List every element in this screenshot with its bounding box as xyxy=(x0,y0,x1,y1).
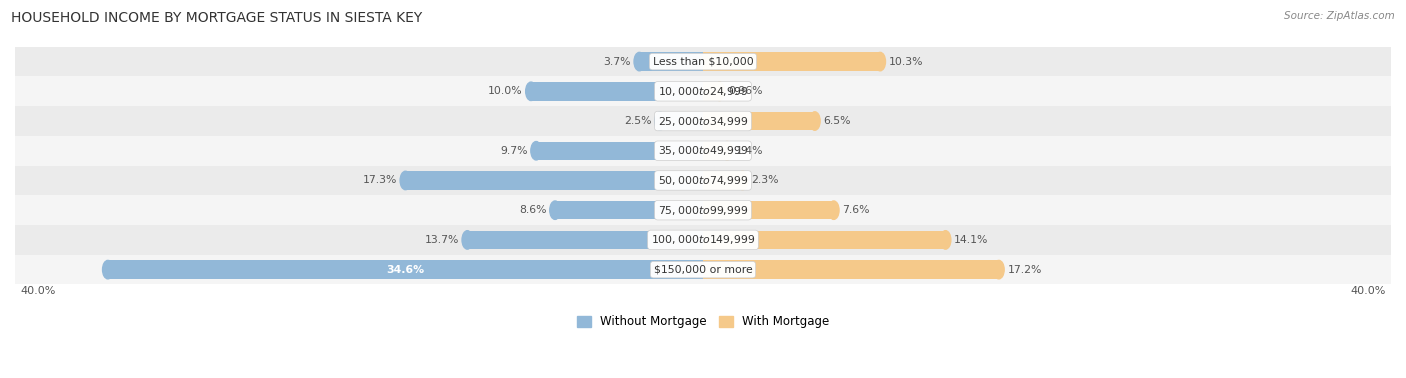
Circle shape xyxy=(721,141,733,160)
Circle shape xyxy=(526,82,536,101)
Bar xyxy=(531,82,703,101)
Text: $25,000 to $34,999: $25,000 to $34,999 xyxy=(658,115,748,127)
Circle shape xyxy=(550,201,561,219)
Bar xyxy=(703,201,834,219)
Bar xyxy=(659,112,703,130)
Bar xyxy=(15,255,1391,285)
Circle shape xyxy=(714,82,725,101)
Circle shape xyxy=(531,141,541,160)
Bar xyxy=(703,141,727,160)
Text: 1.4%: 1.4% xyxy=(735,146,763,156)
Bar xyxy=(15,136,1391,166)
Bar xyxy=(15,195,1391,225)
Text: 6.5%: 6.5% xyxy=(824,116,851,126)
Circle shape xyxy=(994,260,1004,279)
Bar xyxy=(405,171,703,190)
Text: 3.7%: 3.7% xyxy=(603,57,631,67)
Text: $50,000 to $74,999: $50,000 to $74,999 xyxy=(658,174,748,187)
Bar xyxy=(703,231,945,249)
Bar xyxy=(15,225,1391,255)
Bar xyxy=(467,231,703,249)
Bar xyxy=(640,53,703,71)
Bar xyxy=(703,53,880,71)
Text: 2.5%: 2.5% xyxy=(624,116,651,126)
Text: 34.6%: 34.6% xyxy=(387,265,425,275)
Bar xyxy=(108,260,703,279)
Bar xyxy=(703,260,998,279)
Text: 7.6%: 7.6% xyxy=(842,205,870,215)
Bar xyxy=(15,166,1391,195)
Circle shape xyxy=(941,231,950,249)
Circle shape xyxy=(875,53,886,71)
Text: $150,000 or more: $150,000 or more xyxy=(654,265,752,275)
Circle shape xyxy=(401,171,411,190)
Text: HOUSEHOLD INCOME BY MORTGAGE STATUS IN SIESTA KEY: HOUSEHOLD INCOME BY MORTGAGE STATUS IN S… xyxy=(11,11,422,25)
Legend: Without Mortgage, With Mortgage: Without Mortgage, With Mortgage xyxy=(572,311,834,333)
Text: $75,000 to $99,999: $75,000 to $99,999 xyxy=(658,204,748,217)
Text: 8.6%: 8.6% xyxy=(519,205,547,215)
Bar xyxy=(703,171,742,190)
Text: 40.0%: 40.0% xyxy=(1351,286,1386,296)
Circle shape xyxy=(737,171,748,190)
Circle shape xyxy=(810,112,820,130)
Text: 2.3%: 2.3% xyxy=(751,175,779,186)
Circle shape xyxy=(103,260,114,279)
Text: 13.7%: 13.7% xyxy=(425,235,458,245)
Text: 10.0%: 10.0% xyxy=(488,86,523,96)
Bar xyxy=(555,201,703,219)
Text: 40.0%: 40.0% xyxy=(20,286,55,296)
Text: $10,000 to $24,999: $10,000 to $24,999 xyxy=(658,85,748,98)
Circle shape xyxy=(634,53,645,71)
Text: Less than $10,000: Less than $10,000 xyxy=(652,57,754,67)
Circle shape xyxy=(828,201,839,219)
Circle shape xyxy=(463,231,472,249)
Bar xyxy=(15,106,1391,136)
Text: 10.3%: 10.3% xyxy=(889,57,924,67)
Circle shape xyxy=(655,112,665,130)
Text: 0.96%: 0.96% xyxy=(728,86,762,96)
Text: $35,000 to $49,999: $35,000 to $49,999 xyxy=(658,144,748,157)
Text: Source: ZipAtlas.com: Source: ZipAtlas.com xyxy=(1284,11,1395,21)
Text: 14.1%: 14.1% xyxy=(955,235,988,245)
Bar xyxy=(703,82,720,101)
Bar xyxy=(15,47,1391,76)
Text: 9.7%: 9.7% xyxy=(501,146,527,156)
Text: 17.2%: 17.2% xyxy=(1008,265,1042,275)
Bar xyxy=(536,141,703,160)
Bar xyxy=(703,112,815,130)
Text: $100,000 to $149,999: $100,000 to $149,999 xyxy=(651,233,755,246)
Bar xyxy=(15,76,1391,106)
Text: 17.3%: 17.3% xyxy=(363,175,396,186)
